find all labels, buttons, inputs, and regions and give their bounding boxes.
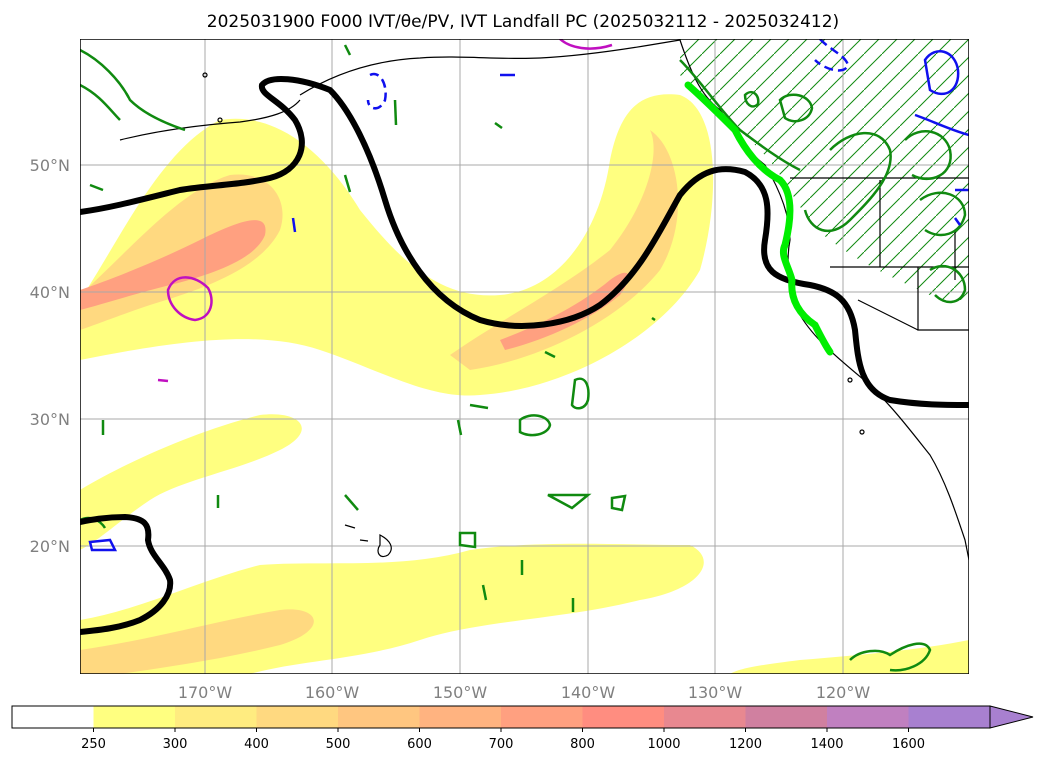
colorbar-segment [12,706,94,728]
colorbar-segment [175,706,257,728]
colorbar-segment [256,706,339,728]
colorbar-tick-label: 700 [489,737,514,752]
lat-label: 40°N [30,283,70,302]
lat-label: 50°N [30,156,70,175]
colorbar-segment [745,706,828,728]
colorbar-segment [338,706,420,728]
colorbar-segment [664,706,746,728]
map-panel [80,39,969,674]
colorbar-segment [827,706,909,728]
latitude-labels: 50°N 40°N 30°N 20°N [30,156,70,556]
theta-contours-green [80,44,967,672]
colorbar-segment [582,706,665,728]
lon-label: 160°W [305,683,360,702]
lon-label: 150°W [433,683,488,702]
colorbar-tick-label: 1200 [729,737,762,752]
colorbar-tick-label: 500 [326,737,351,752]
lon-label: 170°W [178,683,233,702]
colorbar-segment [93,706,176,728]
colorbar: 250 300 400 500 600 700 800 1000 1200 1400 1600 [11,705,1034,752]
lat-label: 20°N [30,537,70,556]
magenta-contours [157,39,613,383]
gridlines [80,39,969,674]
lat-label: 30°N [30,410,70,429]
colorbar-tick-label: 600 [407,737,432,752]
map-title: 2025031900 F000 IVT/θe/PV, IVT Landfall … [207,12,839,32]
colorbar-segment [908,706,991,728]
pv-contours-black [80,76,969,635]
colorbar-tick-label: 300 [163,737,188,752]
colorbar-tick-label: 1600 [892,737,925,752]
colorbar-tick-label: 400 [244,737,269,752]
colorbar-segment [501,706,583,728]
pv-contour-main [80,76,969,408]
colorbar-tick-label: 1000 [647,737,680,752]
colorbar-segment [419,706,502,728]
blue-contours [88,39,969,552]
colorbar-extend-arrow [989,705,1034,729]
lon-label: 120°W [816,683,871,702]
longitude-labels: 170°W 160°W 150°W 140°W 130°W 120°W [178,683,871,702]
colorbar-tick-label: 250 [81,737,106,752]
pv-contour-south [80,513,174,635]
landfall-hatched-region [680,39,969,300]
colorbar-tick-label: 1400 [810,737,843,752]
lon-label: 130°W [688,683,743,702]
colorbar-tick-label: 800 [570,737,595,752]
landfall-line [684,81,834,356]
lon-label: 140°W [561,683,616,702]
